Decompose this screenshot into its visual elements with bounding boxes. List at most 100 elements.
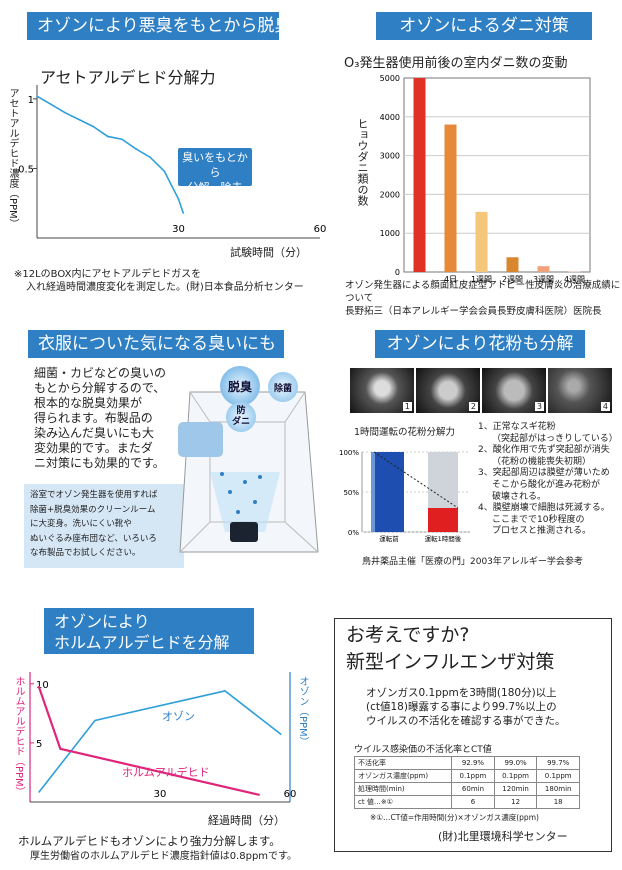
table-cell: 0.1ppm <box>451 769 495 783</box>
note2-line2: 長野拓三（日本アレルギー学会会員長野皮膚科医院）医院長 <box>345 306 602 317</box>
chart2-bar <box>537 266 550 272</box>
chart2-x-tick-label: 2週間 <box>502 275 523 284</box>
table-cell: 92.9% <box>451 756 495 770</box>
section2-note: オゾン発生器による顔面紅皮症型アトピー性皮膚炎の治療成績について 長野拓三（日本… <box>345 279 622 318</box>
table-footnote: ※①…CT値=作用時間(分)×オゾンガス濃度(ppm) <box>370 813 539 822</box>
chart1-series-line <box>36 95 184 214</box>
shirt-icon <box>178 422 223 457</box>
legend-4: （花粉の機能喪失初期） <box>492 456 592 467</box>
chart2-y-tick-label: 5000 <box>380 74 400 83</box>
table-cell: 0.1ppm <box>536 769 580 783</box>
chart4-ylabel-right: オゾン（PPM） <box>297 676 308 747</box>
photo-num-4: 4 <box>600 402 610 411</box>
callout-line1: 臭いをもとから <box>182 151 248 179</box>
table-row: ct 値…※① 6 12 18 <box>353 795 580 809</box>
photo-num-1: 1 <box>402 402 412 411</box>
section1-note: ※12LのBOX内にアセトアルデヒドガスを 入れ経過時間濃度変化を測定した。(財… <box>14 268 304 294</box>
s3-text-6: 変効果的です。またダ <box>34 441 153 455</box>
section6-box <box>334 618 612 852</box>
room-illustration <box>170 362 320 562</box>
chart4-y-tick-label: 5 <box>36 739 42 750</box>
table-cell: 12 <box>493 795 538 809</box>
s5-note-2: 厚生労働省のホルムアルデヒド濃度指針値は0.8ppmです。 <box>30 851 298 862</box>
section6-title: お考えですか? 新型インフルエンザ対策 <box>346 622 554 676</box>
chart4-series-ozone <box>38 690 282 794</box>
section2-title: オゾンによるダニ対策 <box>376 12 592 40</box>
table-cell: 不活化率 <box>353 756 453 770</box>
series-ozone-label: オゾン <box>162 710 195 723</box>
room-svg <box>178 391 319 553</box>
table-cell: 18 <box>536 795 580 809</box>
chart4-series-formaldehyde <box>37 685 260 796</box>
s5-title-1: オゾンにより <box>54 612 150 631</box>
legend-7: 破壊される。 <box>492 491 547 502</box>
chart1-point <box>149 156 151 159</box>
series-hcho-label: ホルムアルデヒド <box>122 766 210 779</box>
table-cell: ct 値…※① <box>353 795 453 809</box>
chart1-point <box>50 103 52 106</box>
box-line4: ぬいぐるみ座布団など、いろいろ <box>30 533 157 544</box>
chart1-xlabel: 試験時間（分） <box>230 246 307 259</box>
s5-note-1: ホルムアルデヒドもオゾンにより強力分解します。 <box>18 834 281 848</box>
chart2-y-tick-label: 0 <box>395 268 400 277</box>
chart4-ylabel-left: ホルムアルデヒド（PPM） <box>13 676 24 797</box>
box-line2: 除菌+脱臭効果のクリーンルーム <box>30 504 156 515</box>
chart2-y-tick-label: 2000 <box>380 190 400 199</box>
s3-text-7: ニ対策にも効果的です。 <box>34 456 165 470</box>
box-line3: に大変身。洗いにくい靴や <box>30 519 132 529</box>
chart2-ylabel: ヒョウダニ類の数 <box>356 118 369 206</box>
pollen-photo-3: 3 <box>482 368 546 413</box>
chart2-bar <box>506 257 519 272</box>
legend-2: （突起部がはっきりしている） <box>492 433 618 444</box>
chart4-x-tick-label: 30 <box>154 789 167 800</box>
ozone-generator-icon <box>230 522 258 542</box>
chart3-bar-before <box>374 452 404 532</box>
table-row: 不活化率 92.9% 99.0% 99.7% <box>353 756 580 770</box>
chart1-x-tick-label: 60 <box>314 224 327 235</box>
chart3-x-tick-label: 運転前 <box>379 534 399 543</box>
chart2-y-tick-label: 4000 <box>380 113 400 122</box>
s3-text-1: 細菌・カビなどの臭いの <box>34 366 167 380</box>
legend-8: 4、膜壁崩壊で細胞は死滅する。 <box>478 503 610 514</box>
chart2-y-tick-label: 1000 <box>380 229 400 238</box>
s6-text-3: ウイルスの不活化を確認する事ができた。 <box>366 715 566 727</box>
bubble-deodorize: 脱臭 <box>220 366 260 406</box>
s3-text-2: もとから分解するので、 <box>34 381 166 395</box>
section3-infobox: 浴室でオゾン発生器を使用すれば 除菌+脱臭効果のクリーンルーム に大変身。洗いに… <box>24 484 184 568</box>
box-line5: な布製品でお試しください。 <box>30 548 141 558</box>
pollen-photo-4: 4 <box>548 368 612 413</box>
chart1-ylabel: アセトアルデヒド濃度（PPM） <box>7 88 18 229</box>
legend-5: 3、突起部周辺は膜壁が薄いため <box>478 468 610 479</box>
table-cell: 6 <box>451 795 495 809</box>
s6-text-1: オゾンガス0.1ppmを3時間(180分)以上 <box>366 687 557 699</box>
s6-title-2: 新型インフルエンザ対策 <box>346 651 555 673</box>
chart4-y-tick-label: 10 <box>36 680 49 691</box>
chart4-x-tick-label: 60 <box>284 789 297 800</box>
table-cell: 120min <box>493 782 538 796</box>
section4-title: オゾンにより花粉も分解 <box>375 330 585 358</box>
bubble-antimite: 防 ダニ <box>226 402 256 432</box>
section4-note: 鳥井薬品主催「医療の門」2003年アレルギー学会参考 <box>362 557 583 567</box>
chart3-y-tick-label: 0% <box>348 529 359 537</box>
chart3-bar-before-side <box>371 452 375 532</box>
chart2-x-tick-label: 4日 <box>444 275 457 284</box>
legend-3: 2、酸化作用で先ず突起部が消失 <box>478 445 610 456</box>
chart1-point <box>163 170 166 173</box>
chart2-x-tick-label: 4週間 <box>564 275 585 284</box>
table-cell: 99.0% <box>493 756 538 770</box>
chart2-x-tick-label: 1週間 <box>471 275 492 284</box>
pollen-photo-2: 2 <box>416 368 480 413</box>
table-cell: オゾンガス濃度(ppm) <box>353 769 453 783</box>
table-cell: 99.7% <box>536 756 580 770</box>
chart1-point <box>36 95 38 97</box>
table-cell: 処理時間(min) <box>353 782 453 796</box>
photo-num-2: 2 <box>468 402 478 411</box>
bubble-antimite-2: ダニ <box>231 417 250 427</box>
section3-text: 細菌・カビなどの臭いの もとから分解するので、 根本的な脱臭効果が 得られます。… <box>34 366 166 471</box>
note2-line1: オゾン発生器による顔面紅皮症型アトピー性皮膚炎の治療成績について <box>345 280 621 304</box>
photo-num-3: 3 <box>534 402 544 411</box>
pollen-legend: 1、正常なスギ花粉 （突起部がはっきりしている） 2、酸化作用で先ず突起部が消失… <box>478 422 618 538</box>
legend-9: ここまでで10秒程度の <box>492 514 585 525</box>
table-row: 処理時間(min) 60min 120min 180min <box>353 782 580 796</box>
chart3-title: 1時間運転の花粉分解力 <box>354 427 456 438</box>
